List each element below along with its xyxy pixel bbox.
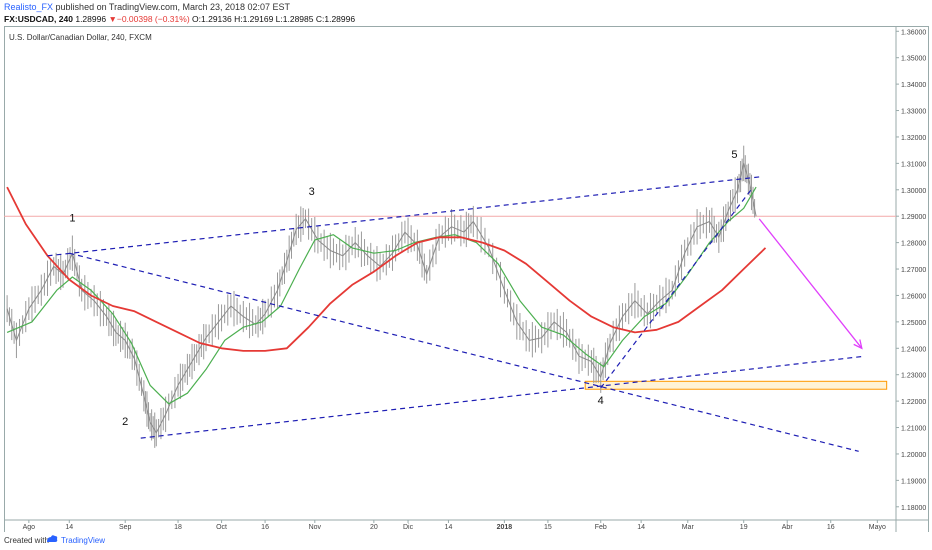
fast-ma-line — [6, 186, 757, 405]
y-tick-label: 1.31000 — [901, 161, 926, 168]
x-tick-label: 14 — [637, 524, 645, 531]
x-tick-label: Oct — [216, 524, 227, 531]
publish-text: published on TradingView.com, March 23, … — [55, 2, 291, 12]
y-tick-label: 1.30000 — [901, 188, 926, 195]
x-tick-label: Feb — [595, 524, 607, 531]
x-tick-label: Abr — [782, 524, 794, 531]
author-link[interactable]: Realisto_FX — [4, 2, 54, 12]
y-tick-label: 1.34000 — [901, 82, 926, 89]
created-with-text: Created with — [4, 536, 49, 545]
publish-info: Realisto_FX published on TradingView.com… — [4, 2, 290, 12]
x-tick-label: 18 — [174, 524, 182, 531]
slow-ma-line — [6, 186, 767, 352]
last-price: 1.28996 — [75, 14, 107, 24]
y-tick-label: 1.21000 — [901, 426, 926, 433]
y-tick-label: 1.27000 — [901, 267, 926, 274]
trendline — [600, 186, 754, 389]
tradingview-link[interactable]: TradingView — [61, 536, 106, 545]
price-change: ▼−0.00398 (−0.31%) — [108, 14, 190, 24]
x-tick-label: 2018 — [497, 524, 513, 531]
x-tick-label: 20 — [370, 524, 378, 531]
wave-label: 1 — [69, 212, 75, 224]
y-tick-label: 1.32000 — [901, 135, 926, 142]
symbol-label: FX:USDCAD, 240 — [4, 14, 73, 24]
trendline — [47, 175, 763, 257]
x-tick-label: 15 — [544, 524, 552, 531]
x-tick-label: 14 — [65, 524, 73, 531]
forecast-arrowhead-icon — [853, 339, 863, 350]
symbol-info: FX:USDCAD, 240 1.28996 ▼−0.00398 (−0.31%… — [4, 14, 355, 24]
support-zone — [584, 380, 888, 390]
y-tick-label: 1.35000 — [901, 56, 926, 63]
wave-label: 2 — [122, 416, 128, 428]
y-tick-label: 1.26000 — [901, 293, 926, 300]
y-tick-label: 1.24000 — [901, 346, 926, 353]
y-tick-label: 1.20000 — [901, 452, 926, 459]
y-tick-label: 1.28000 — [901, 241, 926, 248]
ohlc-values: O:1.29136 H:1.29169 L:1.28985 C:1.28996 — [192, 14, 356, 24]
wave-label: 4 — [598, 395, 604, 407]
x-tick-label: Nov — [309, 524, 322, 531]
trendline — [140, 355, 865, 439]
trendline — [69, 252, 859, 452]
y-tick-label: 1.25000 — [901, 320, 926, 327]
y-tick-label: 1.29000 — [901, 214, 926, 221]
x-tick-label: Mar — [682, 524, 695, 531]
chart-header: Realisto_FX published on TradingView.com… — [0, 0, 932, 26]
price-line — [6, 162, 757, 434]
y-tick-label: 1.33000 — [901, 109, 926, 116]
y-tick-label: 1.18000 — [901, 505, 926, 512]
x-tick-label: Mayo — [869, 524, 886, 531]
footer — [0, 532, 932, 550]
x-tick-label: 14 — [445, 524, 453, 531]
x-tick-label: Sep — [119, 524, 132, 531]
pane-title: U.S. Dollar/Canadian Dollar, 240, FXCM — [9, 33, 152, 42]
y-tick-label: 1.19000 — [901, 478, 926, 485]
x-tick-label: Ago — [23, 524, 36, 531]
x-tick-label: 19 — [740, 524, 748, 531]
x-tick-label: Dic — [403, 524, 414, 531]
y-tick-label: 1.36000 — [901, 29, 926, 36]
y-tick-label: 1.22000 — [901, 399, 926, 406]
wave-label: 3 — [309, 186, 315, 198]
y-tick-label: 1.23000 — [901, 373, 926, 380]
x-tick-label: 16 — [827, 524, 835, 531]
x-tick-label: 16 — [261, 524, 269, 531]
wave-label: 5 — [731, 149, 737, 161]
tradingview-logo-icon — [47, 535, 58, 542]
forecast-arrow — [758, 218, 863, 349]
